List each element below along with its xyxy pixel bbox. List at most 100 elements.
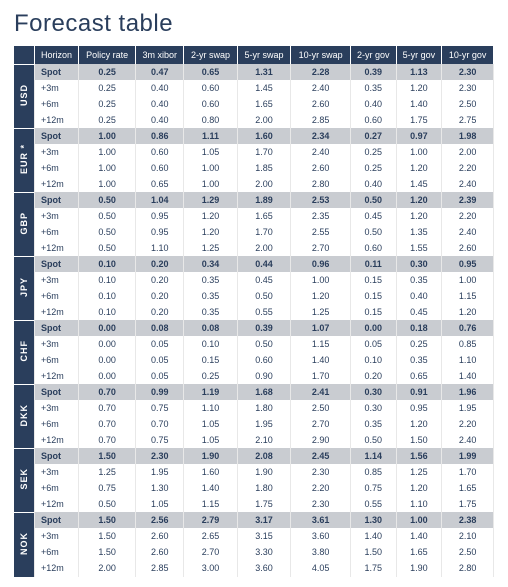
value-cell: 1.07 — [291, 320, 351, 336]
horizon-cell: +12m — [35, 240, 79, 256]
value-cell: 3.60 — [237, 560, 291, 577]
value-cell: 2.39 — [442, 192, 494, 208]
table-row: USDSpot0.250.470.651.312.280.391.132.30 — [14, 64, 494, 80]
value-cell: 0.34 — [184, 256, 238, 272]
value-cell: 0.05 — [136, 336, 184, 352]
table-header-row: HorizonPolicy rate3m xibor2-yr swap5-yr … — [14, 46, 494, 64]
value-cell: 1.75 — [237, 496, 291, 512]
value-cell: 2.30 — [291, 496, 351, 512]
table-row: DKKSpot0.700.991.191.682.410.300.911.96 — [14, 384, 494, 400]
currency-label: EUR * — [14, 128, 35, 192]
value-cell: 2.28 — [291, 64, 351, 80]
value-cell: 0.08 — [136, 320, 184, 336]
value-cell: 0.75 — [350, 480, 396, 496]
value-cell: 0.50 — [350, 192, 396, 208]
value-cell: 0.45 — [350, 208, 396, 224]
value-cell: 0.20 — [136, 304, 184, 320]
page-title: Forecast table — [14, 10, 494, 38]
value-cell: 0.85 — [442, 336, 494, 352]
horizon-cell: +3m — [35, 144, 79, 160]
value-cell: 0.60 — [136, 144, 184, 160]
currency-label: GBP — [14, 192, 35, 256]
table-row: +6m0.250.400.601.652.600.401.402.50 — [14, 96, 494, 112]
value-cell: 2.45 — [291, 448, 351, 464]
value-cell: 1.40 — [396, 528, 442, 544]
value-cell: 1.70 — [442, 464, 494, 480]
value-cell: 0.25 — [79, 112, 136, 128]
horizon-cell: +12m — [35, 176, 79, 192]
table-row: +3m0.000.050.100.501.150.050.250.85 — [14, 336, 494, 352]
value-cell: 1.60 — [184, 464, 238, 480]
value-cell: 1.00 — [184, 176, 238, 192]
table-row: +12m0.501.101.252.002.700.601.552.60 — [14, 240, 494, 256]
value-cell: 1.00 — [442, 272, 494, 288]
horizon-cell: +6m — [35, 416, 79, 432]
horizon-cell: +3m — [35, 80, 79, 96]
value-cell: 1.04 — [136, 192, 184, 208]
value-cell: 0.80 — [184, 112, 238, 128]
value-cell: 1.20 — [396, 192, 442, 208]
table-row: +6m0.500.951.201.702.550.501.352.40 — [14, 224, 494, 240]
table-row: +6m0.700.701.051.952.700.351.202.20 — [14, 416, 494, 432]
value-cell: 2.50 — [442, 96, 494, 112]
col-header: 5-yr gov — [396, 46, 442, 64]
currency-label: CHF — [14, 320, 35, 384]
value-cell: 1.25 — [184, 240, 238, 256]
value-cell: 1.50 — [350, 544, 396, 560]
value-cell: 0.47 — [136, 64, 184, 80]
value-cell: 2.40 — [291, 144, 351, 160]
table-row: +3m0.250.400.601.452.400.351.202.30 — [14, 80, 494, 96]
value-cell: 1.00 — [396, 512, 442, 528]
value-cell: 0.08 — [184, 320, 238, 336]
value-cell: 1.60 — [237, 128, 291, 144]
value-cell: 1.15 — [291, 336, 351, 352]
value-cell: 1.40 — [184, 480, 238, 496]
value-cell: 1.05 — [136, 496, 184, 512]
value-cell: 0.65 — [396, 368, 442, 384]
value-cell: 0.15 — [184, 352, 238, 368]
value-cell: 1.10 — [184, 400, 238, 416]
value-cell: 0.75 — [79, 480, 136, 496]
value-cell: 0.96 — [291, 256, 351, 272]
value-cell: 2.20 — [442, 208, 494, 224]
value-cell: 0.15 — [350, 272, 396, 288]
value-cell: 3.60 — [291, 528, 351, 544]
col-header: 2-yr gov — [350, 46, 396, 64]
value-cell: 1.00 — [184, 160, 238, 176]
value-cell: 0.60 — [350, 112, 396, 128]
table-row: +6m0.100.200.350.501.200.150.401.15 — [14, 288, 494, 304]
value-cell: 0.75 — [136, 432, 184, 448]
value-cell: 1.11 — [184, 128, 238, 144]
value-cell: 2.00 — [442, 144, 494, 160]
value-cell: 1.75 — [350, 560, 396, 577]
value-cell: 0.50 — [237, 288, 291, 304]
value-cell: 2.70 — [184, 544, 238, 560]
value-cell: 0.55 — [237, 304, 291, 320]
value-cell: 2.55 — [291, 224, 351, 240]
value-cell: 0.95 — [442, 256, 494, 272]
value-cell: 1.65 — [442, 480, 494, 496]
value-cell: 0.18 — [396, 320, 442, 336]
table-row: EUR *Spot1.000.861.111.602.340.270.971.9… — [14, 128, 494, 144]
horizon-cell: Spot — [35, 192, 79, 208]
value-cell: 2.85 — [136, 560, 184, 577]
value-cell: 2.60 — [442, 240, 494, 256]
value-cell: 2.00 — [237, 240, 291, 256]
value-cell: 0.35 — [184, 272, 238, 288]
col-header: Policy rate — [79, 46, 136, 64]
value-cell: 0.25 — [350, 160, 396, 176]
value-cell: 1.15 — [442, 288, 494, 304]
value-cell: 2.40 — [291, 80, 351, 96]
col-header: 5-yr swap — [237, 46, 291, 64]
value-cell: 2.60 — [291, 96, 351, 112]
value-cell: 0.40 — [396, 288, 442, 304]
value-cell: 1.55 — [396, 240, 442, 256]
value-cell: 1.80 — [237, 400, 291, 416]
value-cell: 0.25 — [79, 96, 136, 112]
value-cell: 0.40 — [136, 96, 184, 112]
value-cell: 1.75 — [396, 112, 442, 128]
col-header: Horizon — [35, 46, 79, 64]
value-cell: 2.35 — [291, 208, 351, 224]
horizon-cell: Spot — [35, 448, 79, 464]
value-cell: 0.55 — [350, 496, 396, 512]
